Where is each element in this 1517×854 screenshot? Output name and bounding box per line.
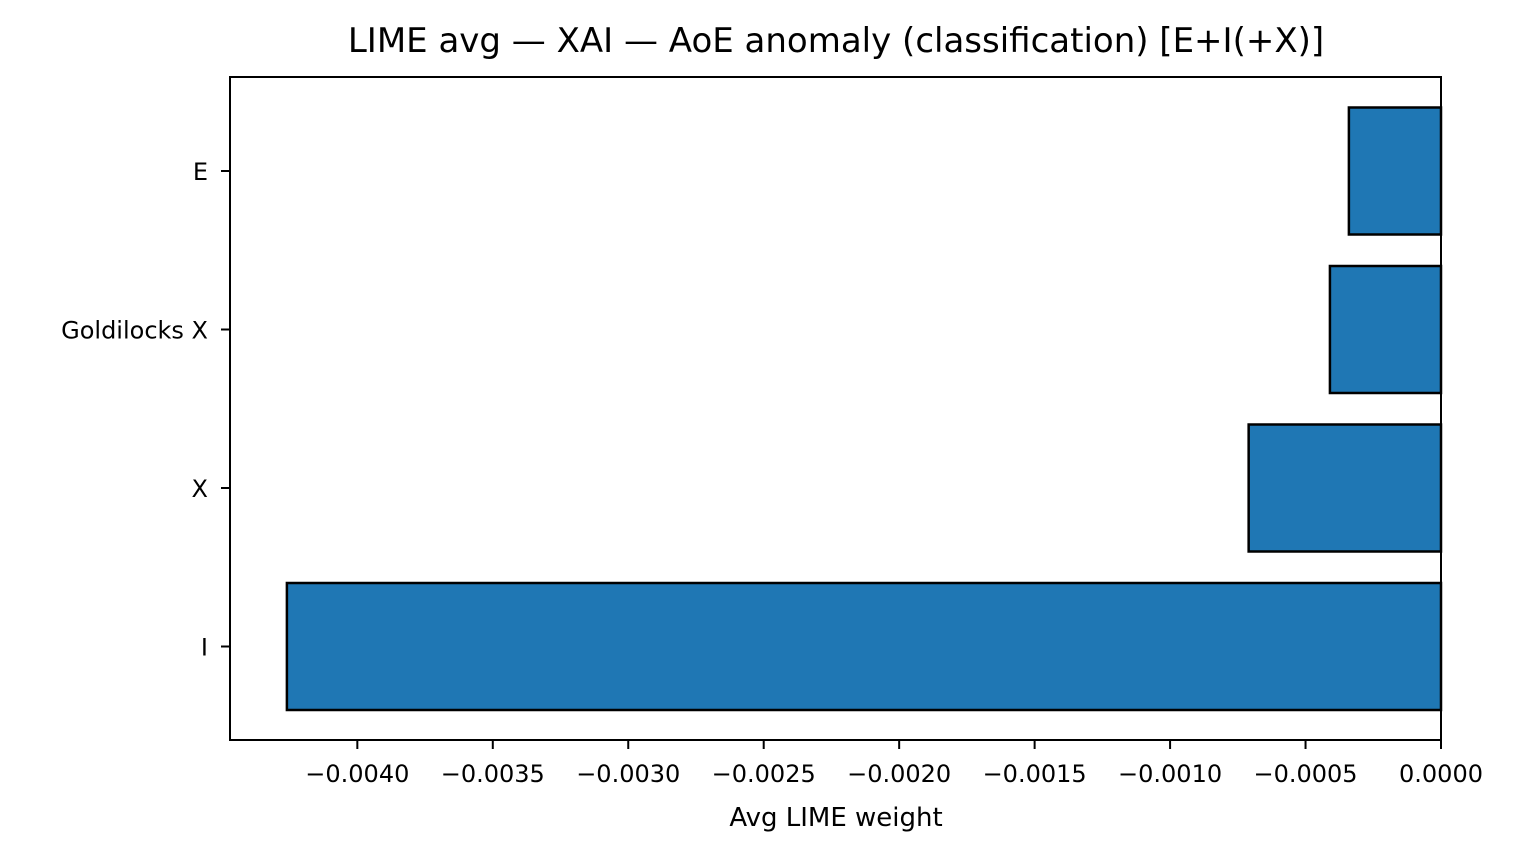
bar-i — [285, 581, 1443, 712]
x-tick-label: −0.0030 — [576, 760, 680, 788]
y-tick-label: E — [193, 158, 208, 186]
bars-group — [285, 106, 1443, 712]
x-tick-label: 0.0000 — [1399, 760, 1483, 788]
x-tick-label: −0.0040 — [305, 760, 409, 788]
x-tick-label: −0.0020 — [847, 760, 951, 788]
x-tick-label: −0.0005 — [1253, 760, 1357, 788]
x-tick-label: −0.0025 — [712, 760, 816, 788]
y-axis-ticks: E Goldilocks X X I — [61, 158, 230, 662]
bar-x — [1247, 423, 1443, 553]
bar-e — [1347, 106, 1443, 236]
y-tick-label: I — [201, 634, 208, 662]
x-tick-label: −0.0015 — [983, 760, 1087, 788]
plot-frame — [229, 76, 1442, 741]
y-tick-label: Goldilocks X — [61, 317, 208, 345]
x-tick-label: −0.0010 — [1118, 760, 1222, 788]
x-tick-label: −0.0035 — [441, 760, 545, 788]
x-axis-ticks: −0.0040 −0.0035 −0.0030 −0.0025 −0.0020 −0.00… — [305, 740, 1483, 788]
chart-title: LIME avg — XAI — AoE anomaly (classifica… — [348, 21, 1324, 61]
x-axis-label: Avg LIME weight — [729, 803, 942, 833]
y-tick-label: X — [192, 475, 208, 503]
bar-goldilocks-x — [1328, 264, 1443, 395]
